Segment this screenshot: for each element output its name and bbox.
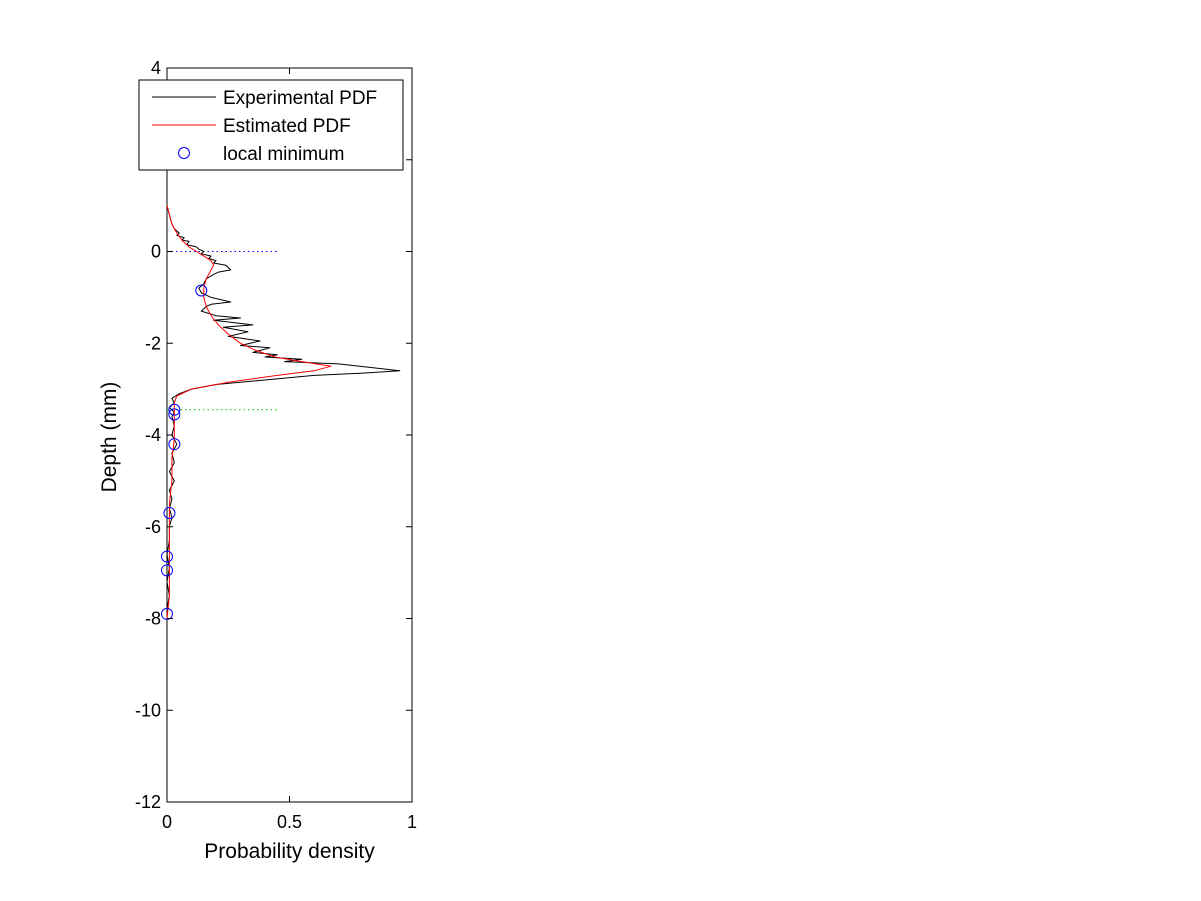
y-tick-label: -10 [135,700,161,720]
legend: Experimental PDF Estimated PDF local min… [138,79,404,171]
local-minimum-marker [161,607,173,620]
x-tick-label: 1 [407,812,417,832]
y-ticks: -12 -10 -8 -6 -4 -2 0 4 [135,58,412,812]
plot-area: 0 0.5 1 -12-10-8-6-4-204 [135,58,417,832]
local-minimum-marker [161,550,173,563]
experimental-pdf-line [166,205,401,619]
y-tick-label: -8 [145,609,161,629]
y-tick-label: -2 [145,333,161,353]
x-tick-label: 0 [162,812,172,832]
legend-label-local-minimum: local minimum [223,144,344,165]
series-layer [161,205,401,620]
local-minimum-marker [168,403,181,416]
y-tick-label: -6 [145,517,161,537]
legend-label-experimental: Experimental PDF [223,88,377,109]
y-tick-label: -4 [145,425,161,445]
local-minimum-marker [163,506,176,519]
legend-swatch-local-minimum [178,147,190,159]
x-axis-label: Probability density [204,840,375,863]
estimated-pdf-line [166,205,332,619]
y-axis-label: Depth (mm) [98,382,121,493]
x-tick-label: 0.5 [277,812,302,832]
legend-label-estimated: Estimated PDF [223,116,351,137]
local-minimum-marker [161,564,173,577]
y-tick-label: 4 [151,58,161,78]
y-tick-label: 0 [151,242,161,262]
local-minimum-marker [168,438,181,451]
x-ticks: 0 0.5 1 [162,68,417,832]
axes-box [166,67,413,803]
local-minimum-marker [168,408,181,421]
local-minimum-marker [195,284,208,297]
y-tick-label: -12 [135,792,161,812]
